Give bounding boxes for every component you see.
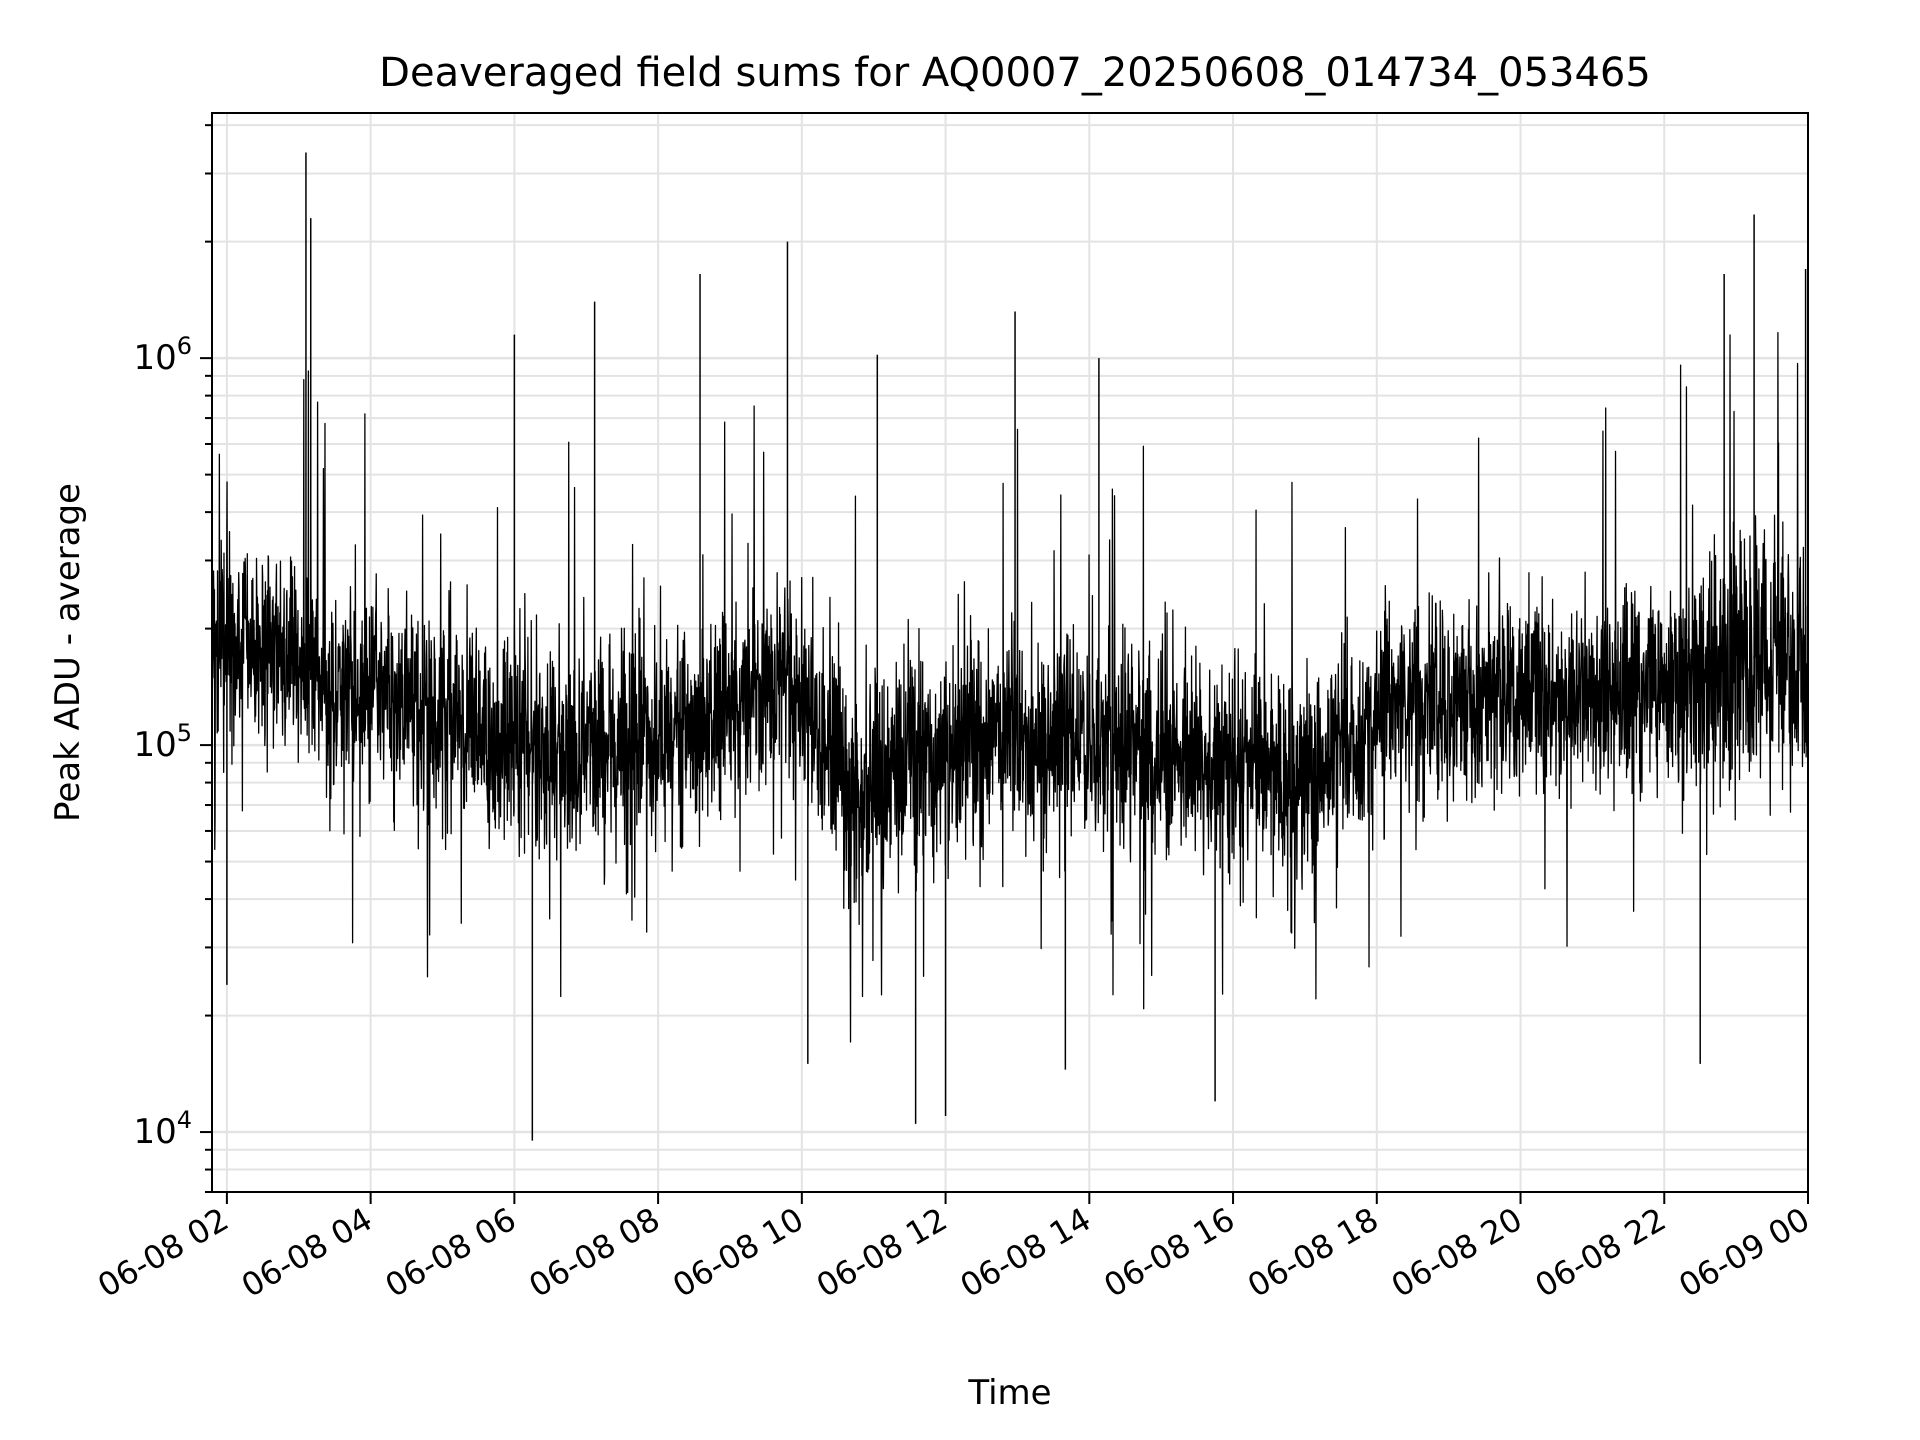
y-tick-label: 106 xyxy=(133,332,192,378)
chart-title: Deaveraged field sums for AQ0007_2025060… xyxy=(379,50,1651,96)
series-path xyxy=(211,332,1809,1043)
plot-frame xyxy=(211,112,1809,1193)
x-axis-label: Time xyxy=(967,1373,1051,1413)
y-axis-label: Peak ADU - average xyxy=(48,483,88,822)
grid xyxy=(212,113,1809,1193)
y-tick-label: 105 xyxy=(133,719,192,765)
y-axis: 104 105 106 xyxy=(133,124,212,1193)
series-line xyxy=(211,152,1809,1141)
y-tick-label: 104 xyxy=(133,1106,192,1152)
